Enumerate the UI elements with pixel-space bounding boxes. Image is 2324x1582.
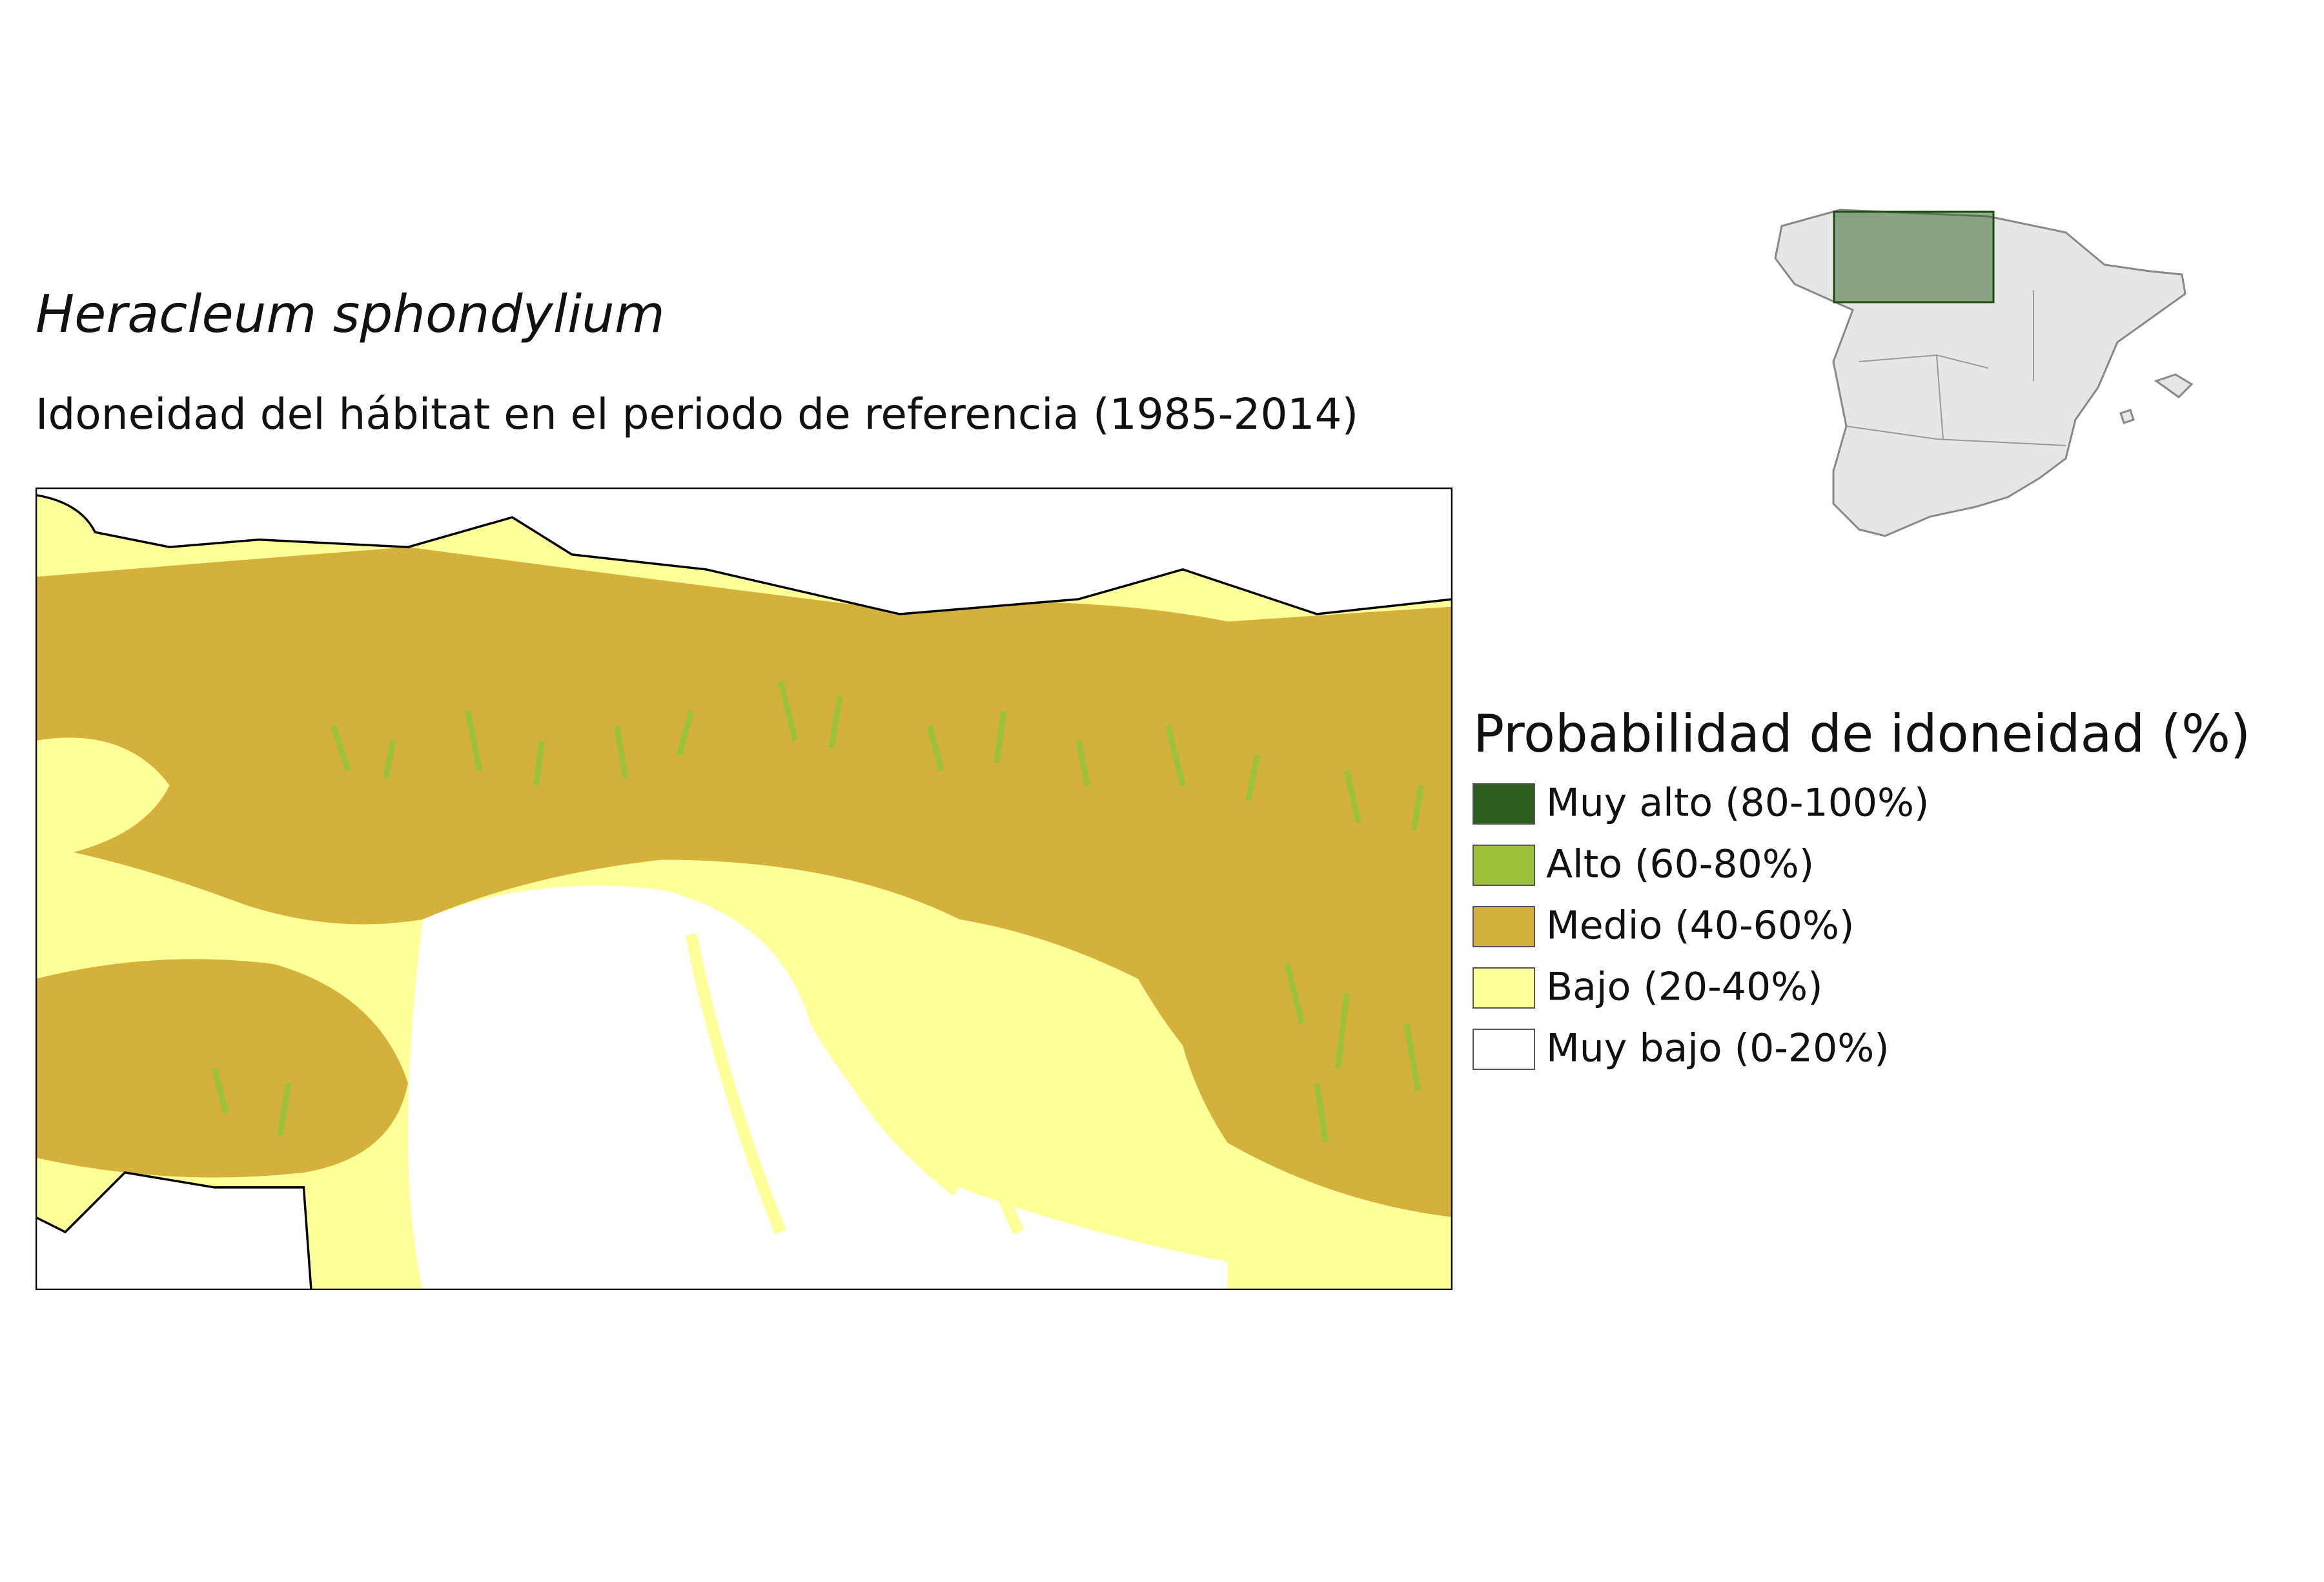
islands: [2119, 373, 2194, 424]
legend-swatch: [1473, 967, 1535, 1009]
legend-label: Medio (40-60%): [1546, 903, 1854, 949]
land-medium-east: [1168, 919, 1452, 1217]
legend-title: Probabilidad de idoneidad (%): [1473, 704, 2250, 764]
sea: [36, 488, 1452, 615]
legend-swatch: [1473, 1029, 1535, 1070]
region-borders: [1846, 291, 2066, 446]
legend-label: Muy alto (80-100%): [1546, 781, 1929, 826]
land-medium: [36, 547, 1452, 1202]
species-title: Heracleum sphondylium: [36, 284, 665, 344]
legend-label: Bajo (20-40%): [1546, 965, 1823, 1010]
legend-swatch: [1473, 906, 1535, 947]
locator-map: [1774, 209, 2194, 537]
legend-swatch: [1473, 783, 1535, 825]
subtitle: Idoneidad del hábitat en el periodo de r…: [36, 389, 1358, 439]
suitability-map: [36, 488, 1452, 1290]
river-valley: [800, 933, 966, 1196]
legend-swatch: [1473, 845, 1535, 886]
legend-label: Alto (60-80%): [1546, 842, 1814, 887]
outside-area: [36, 1171, 312, 1290]
legend: Probabilidad de idoneidad (%) Muy alto (…: [1473, 704, 2250, 1071]
land-low-patch: [36, 737, 170, 860]
study-area: [1833, 211, 1995, 303]
land-medium-west: [36, 959, 409, 1178]
river-valley: [685, 933, 1024, 1235]
land-verylow: [408, 885, 1228, 1290]
high-suitability: [211, 680, 1425, 1144]
legend-label: Muy bajo (0-20%): [1546, 1026, 1890, 1071]
